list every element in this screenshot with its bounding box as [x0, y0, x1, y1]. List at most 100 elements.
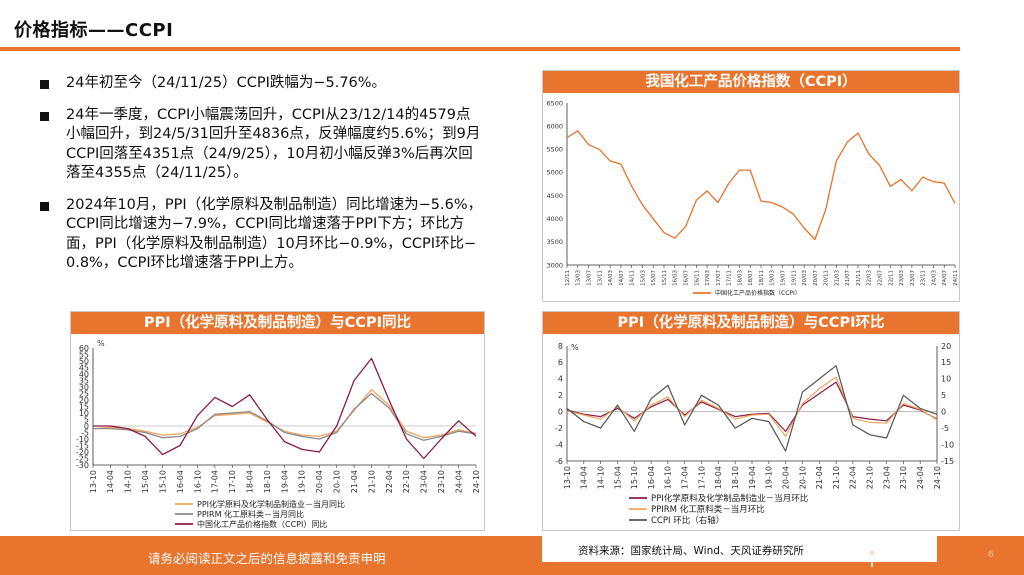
- ccpi-chart: 我国化工产品价格指数（CCPI） 3000 3500 4000 4500 5000 550…: [542, 70, 960, 302]
- bullet-item-2: 24年一季度，CCPI小幅震荡回升，CCPI从23/12/14的4579点 小幅…: [40, 106, 530, 184]
- x-tick-label: 16/11: [694, 270, 700, 286]
- y-tick-label: 20: [941, 342, 951, 351]
- yoy-chart-plot: -30-25-20-15-10-505101520253035404550556…: [76, 339, 481, 529]
- y-tick-label: -5: [81, 428, 89, 437]
- x-tick-label: 13-10: [563, 466, 572, 489]
- x-tick-label: 20/11: [824, 270, 830, 286]
- y-tick-label: -15: [76, 441, 89, 450]
- x-tick-label: 14-10: [596, 466, 605, 489]
- bullet-line: 小幅回升，到24/5/31回升至4836点，反弹幅度约5.6%；到9月: [66, 126, 481, 142]
- y-tick-label: -25: [76, 454, 89, 463]
- footer-disclaimer: 请务必阅读正文之后的信息披露和免责申明: [148, 551, 386, 566]
- x-tick-label: 24-10: [933, 466, 942, 489]
- y-tick-label: -10: [76, 435, 89, 444]
- square-bullet-icon: [40, 80, 49, 89]
- x-tick-label: 23-04: [882, 466, 891, 489]
- x-tick-label: 22/03: [867, 270, 873, 286]
- ccpi-mom-line: [566, 365, 938, 452]
- y-tick-label: -4: [555, 440, 563, 449]
- y-axis-unit: %: [97, 339, 105, 348]
- y-tick-label: -15: [941, 457, 954, 466]
- x-tick-label: 23/03: [899, 270, 905, 286]
- y-tick-label: 55: [79, 350, 89, 359]
- x-tick-label: 23-04: [420, 470, 429, 493]
- y-tick-label: 4: [558, 375, 563, 384]
- x-tick-label: 14-04: [106, 470, 115, 493]
- y-tick-label: 5: [941, 391, 946, 400]
- y-tick-label: -30: [76, 461, 89, 470]
- x-tick-label: 15/07: [651, 270, 657, 286]
- title-divider: [0, 47, 960, 51]
- y-tick-label: 6500: [546, 99, 563, 107]
- x-tick-label: 16-04: [647, 466, 656, 489]
- ppi-ccpi-yoy-chart: PPI（化学原料及制品制造）与CCPI同比 -30 -25 -20 -15 -10 -5 0…: [70, 311, 485, 531]
- x-tick-label: 17/07: [716, 270, 722, 286]
- x-tick-label: 12/11: [565, 270, 571, 286]
- x-tick-label: 16-04: [176, 470, 185, 493]
- legend-entry: PPI化学原料及化学制品制造业－当月环比: [651, 493, 808, 504]
- x-tick-label: 14/07: [619, 270, 625, 286]
- x-tick-label: 23-10: [899, 466, 908, 489]
- ppi-chem-mom-line: [566, 381, 938, 433]
- ppirm-mom-line: [566, 376, 938, 438]
- x-tick-label: 20-10: [333, 470, 342, 493]
- x-tick-label: 19-04: [748, 466, 757, 489]
- y-tick-label: 4500: [546, 192, 563, 200]
- ppi-ccpi-mom-chart: PPI（化学原料及制品制造）与CCPI环比 -6 -4 -2 0 2 4 6 8 -15 -10-…: [542, 311, 960, 531]
- x-tick-label: 18-10: [731, 466, 740, 489]
- bullet-line: 24年初至今（24/11/25）CCPI跌幅为−5.76%。: [66, 75, 387, 91]
- bullet-list: 24年初至今（24/11/25）CCPI跌幅为−5.76%。 24年一季度，CC…: [40, 74, 530, 286]
- x-tick-label: 13/11: [597, 270, 603, 286]
- page-number: 6: [988, 550, 994, 560]
- ccpi-chart-plot: 3000 3500 4000 4500 5000 5500 6000 6500 12/11 13/…: [546, 99, 959, 297]
- x-tick-label: 18-04: [714, 466, 723, 489]
- x-tick-label: 15-04: [613, 466, 622, 489]
- bullet-line: 落至4355点（24/11/25）。: [66, 165, 248, 181]
- y-tick-label: 3500: [546, 238, 563, 246]
- x-tick-label: 22/11: [888, 270, 894, 286]
- x-tick-label: 21/11: [856, 270, 862, 286]
- x-tick-label: 23/07: [910, 270, 916, 286]
- x-tick-label: 18/03: [737, 270, 743, 286]
- y-tick-label: 2: [558, 391, 563, 400]
- bullet-line: CCPI回落至4351点（24/9/25），10月初小幅反弹3%后再次回: [66, 145, 473, 162]
- x-tick-label: 24-04: [916, 466, 925, 489]
- x-tick-label: 19/03: [770, 270, 776, 286]
- legend-entry: CCPI 环比（右轴）: [651, 515, 724, 526]
- y-tick-label: -5: [941, 424, 949, 433]
- x-tick-label: 15-04: [141, 470, 150, 493]
- logo-subtitle: TF SECURITIES: [882, 558, 923, 564]
- x-tick-label: 14-10: [124, 470, 133, 493]
- x-tick-label: 19-10: [765, 466, 774, 489]
- y-tick-label: 20: [79, 396, 89, 405]
- y-tick-label: 15: [941, 358, 951, 367]
- flower-logo-icon: [864, 545, 880, 567]
- y-tick-label: 8: [558, 342, 563, 351]
- x-tick-label: 18-10: [263, 470, 272, 493]
- y-tick-label: -6: [555, 457, 563, 466]
- y-tick-label: 5: [84, 415, 89, 424]
- x-tick-label: 13/03: [576, 270, 582, 286]
- x-tick-label: 24/07: [942, 270, 948, 286]
- y-tick-label: 25: [79, 389, 89, 398]
- legend-entry: 中国化工产品价格指数（CCPI）: [715, 289, 801, 297]
- x-tick-label: 14/11: [630, 270, 636, 286]
- y-tick-label: 10: [79, 409, 89, 418]
- y-tick-label: 3000: [546, 261, 563, 269]
- y-tick-label: -20: [76, 448, 89, 457]
- x-tick-label: 21-04: [350, 470, 359, 493]
- square-bullet-icon: [40, 201, 49, 211]
- y-tick-label: 30: [79, 383, 89, 392]
- x-tick-label: 24/11: [953, 270, 959, 286]
- y-tick-label: -2: [555, 424, 563, 433]
- ccpi-index-line: [566, 130, 956, 241]
- chart-title: PPI（化学原料及制品制造）与CCPI环比: [543, 312, 959, 334]
- x-tick-label: 22-04: [385, 470, 394, 493]
- chart-title: 我国化工产品价格指数（CCPI）: [543, 71, 959, 93]
- x-tick-label: 16/07: [683, 270, 689, 286]
- x-tick-label: 21-10: [832, 466, 841, 489]
- x-tick-label: 24/03: [931, 270, 937, 286]
- y-tick-label: 0: [84, 422, 89, 431]
- x-tick-label: 20-04: [315, 470, 324, 493]
- x-tick-label: 17/11: [727, 270, 733, 286]
